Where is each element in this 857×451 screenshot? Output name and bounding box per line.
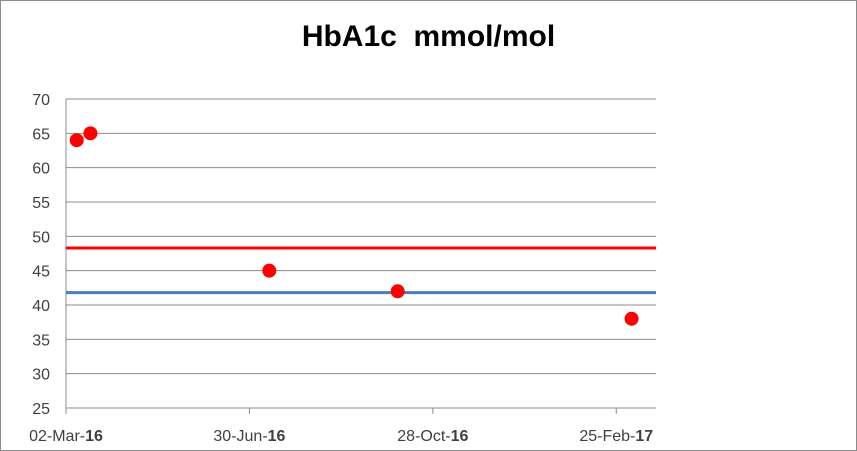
axes — [65, 99, 656, 414]
gridlines — [66, 98, 656, 375]
y-tick-labels: 25 30 35 40 45 50 55 60 65 70 — [32, 92, 50, 418]
chart-title: HbA1c mmol/mol — [301, 20, 556, 53]
y-tick-label: 70 — [32, 92, 50, 109]
y-tick-label: 35 — [32, 332, 50, 349]
y-tick-label: 60 — [32, 161, 50, 178]
data-point — [83, 126, 98, 141]
y-tick-label: 30 — [32, 367, 50, 384]
x-tick-label: 30-Jun-16 — [213, 428, 285, 445]
y-tick-label: 65 — [32, 126, 50, 143]
y-tick-label: 50 — [32, 229, 50, 246]
y-tick-label: 45 — [32, 264, 50, 281]
y-tick-label: 40 — [32, 298, 50, 315]
reference-lines — [66, 246, 656, 295]
x-tick-label: 02-Mar-16 — [29, 428, 103, 445]
data-points — [69, 126, 639, 326]
data-point — [262, 263, 277, 278]
data-point — [624, 311, 639, 326]
x-tick-label: 25-Feb-17 — [579, 428, 653, 445]
y-tick-label: 25 — [32, 401, 50, 418]
x-tick-label: 28-Oct-16 — [397, 428, 468, 445]
data-point — [69, 133, 84, 148]
y-tick-label: 55 — [32, 195, 50, 212]
data-point — [390, 284, 405, 299]
x-tick-labels: 02-Mar-16 30-Jun-16 28-Oct-16 25-Feb-17 — [29, 428, 653, 445]
